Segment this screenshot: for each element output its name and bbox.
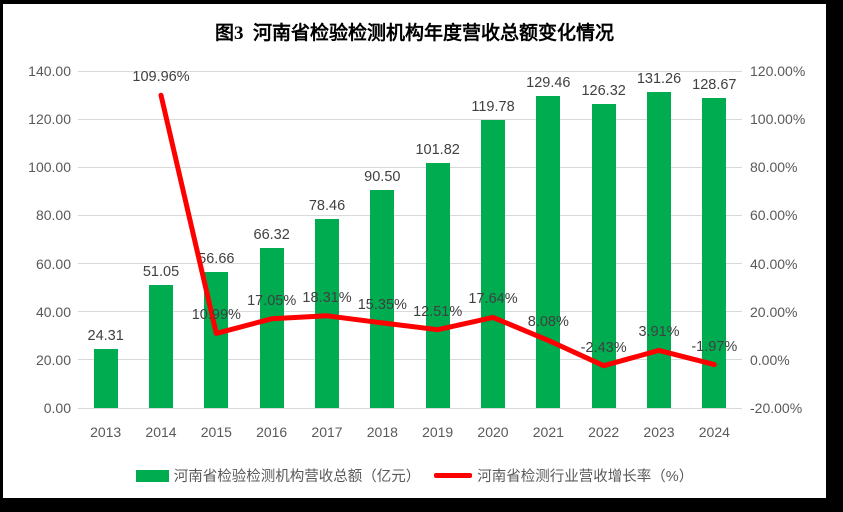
bar-value-label: 51.05 — [142, 264, 180, 281]
plot-area: 0.00 -20.00% 20.00 0.00% 40.00 20.00% 60.00 40.… — [3, 4, 826, 498]
legend-item-growth: 河南省检测行业营收增长率（%） — [434, 465, 693, 486]
line-value-label: 15.35% — [357, 296, 407, 313]
bar-value-label: 24.31 — [87, 328, 124, 345]
y-axis-label-left: 100.00 — [28, 159, 71, 176]
x-axis-label: 2022 — [588, 424, 620, 440]
gridline — [78, 118, 742, 120]
y-axis-label-right: 40.00% — [750, 255, 798, 272]
growth-line — [158, 92, 717, 369]
line-value-label: 10.99% — [191, 307, 241, 324]
bar — [481, 119, 505, 408]
growth-line-layer — [158, 92, 717, 369]
gridline — [78, 311, 742, 313]
x-axis-label: 2019 — [422, 424, 454, 440]
y-axis-label-right: 20.00% — [750, 303, 798, 320]
gridline — [78, 214, 742, 216]
chart-canvas: 图3 河南省检验检测机构年度营收总额变化情况 0.00 -20.00% 20.00 0… — [3, 4, 826, 498]
x-axis-label: 2015 — [200, 424, 232, 440]
y-axis-label-right: 100.00% — [750, 111, 806, 128]
line-value-label: 3.91% — [638, 324, 680, 341]
y-axis-label-left: 40.00 — [35, 303, 71, 320]
legend-label-growth: 河南省检测行业营收增长率（%） — [477, 469, 694, 485]
gridline — [78, 359, 742, 361]
line-value-label: -1.97% — [691, 338, 738, 355]
x-axis-label: 2023 — [643, 424, 675, 440]
chart-title: 图3 河南省检验检测机构年度营收总额变化情况 — [214, 23, 614, 44]
line-value-label: 17.64% — [468, 291, 518, 308]
x-axis-label: 2018 — [366, 424, 398, 440]
bar — [425, 162, 450, 408]
gridline — [78, 263, 742, 265]
gridline — [78, 407, 742, 409]
bar — [259, 248, 284, 408]
line-value-label: 18.31% — [302, 289, 352, 306]
bar — [149, 285, 173, 408]
bar-value-label: 78.46 — [308, 198, 346, 215]
y-axis-label-right: -20.00% — [750, 400, 803, 416]
y-axis-label-right: 120.00% — [750, 63, 806, 79]
bar — [647, 92, 671, 408]
y-axis-label-left: 60.00 — [35, 255, 71, 272]
line-value-label: 12.51% — [413, 303, 463, 320]
x-axis-label: 2021 — [532, 424, 564, 440]
bar — [536, 96, 561, 408]
bar — [591, 103, 616, 408]
y-axis-label-right: 60.00% — [750, 207, 798, 224]
bar-value-label: 128.67 — [692, 77, 737, 94]
y-axis-label-left: 0.00 — [43, 400, 71, 416]
gridline — [78, 166, 742, 168]
bar-value-label: 101.82 — [415, 141, 460, 158]
bar — [93, 349, 118, 408]
bar — [370, 190, 395, 408]
gridline — [78, 70, 742, 72]
x-axis-label: 2016 — [256, 424, 288, 440]
bar-value-label: 131.26 — [636, 71, 682, 88]
line-value-label: 17.05% — [247, 292, 297, 309]
x-axis-label: 2020 — [477, 424, 509, 440]
line-value-label: 109.96% — [132, 69, 190, 86]
y-axis-label-left: 20.00 — [35, 351, 71, 368]
bar-value-label: 119.78 — [471, 98, 515, 115]
x-axis-label: 2017 — [311, 424, 343, 440]
bar-value-label: 126.32 — [581, 82, 626, 99]
x-axis-label: 2013 — [90, 424, 122, 440]
bar-value-label: 129.46 — [526, 75, 571, 92]
line-value-label: -2.43% — [580, 339, 627, 356]
bar-value-label: 56.66 — [198, 250, 235, 267]
bar — [702, 98, 727, 408]
legend-item-revenue: 河南省检验检测机构营收总额（亿元） — [135, 465, 421, 486]
line-value-label: 8.08% — [527, 314, 569, 331]
y-axis-label-left: 80.00 — [35, 207, 71, 224]
x-axis-label: 2014 — [145, 424, 177, 440]
bar-value-label: 66.32 — [253, 227, 290, 244]
chart-legend: 河南省检验检测机构营收总额（亿元） 河南省检测行业营收增长率（%） — [3, 465, 826, 486]
line-series-swatch-icon — [434, 473, 473, 478]
bar-series-swatch-icon — [135, 469, 169, 482]
y-axis-label-left: 120.00 — [28, 111, 71, 128]
x-axis-label: 2024 — [698, 424, 730, 440]
y-axis-label-right: 80.00% — [750, 159, 798, 176]
bar-value-label: 90.50 — [364, 169, 401, 186]
y-axis-label-left: 140.00 — [28, 63, 71, 79]
y-axis-label-right: 0.00% — [750, 351, 790, 368]
legend-label-revenue: 河南省检验检测机构营收总额（亿元） — [173, 469, 421, 485]
